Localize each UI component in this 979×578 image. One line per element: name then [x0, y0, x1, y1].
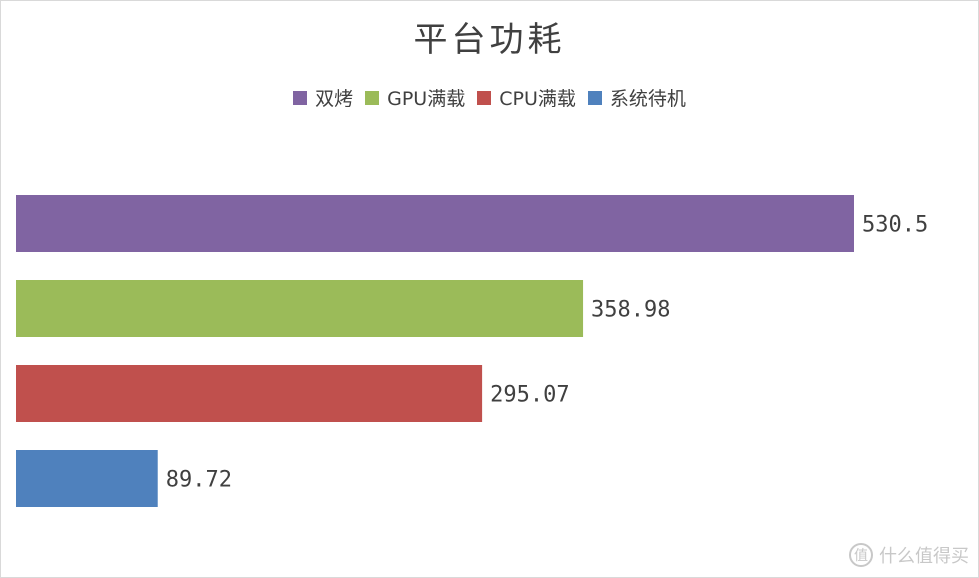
- legend-swatch: [477, 90, 492, 105]
- bar-value-label: 530.5: [862, 213, 928, 238]
- bar: [16, 450, 158, 507]
- watermark: 值 什么值得买: [849, 542, 969, 568]
- bar: [16, 195, 854, 252]
- bar-value-label: 295.07: [490, 383, 569, 408]
- legend-item: 系统待机: [587, 84, 686, 111]
- legend-label: GPU满载: [387, 88, 466, 110]
- bar-value-label: 358.98: [591, 298, 670, 323]
- legend-label: CPU满载: [499, 88, 576, 110]
- chart-legend: 双烤 GPU满载 CPU满载 系统待机: [0, 84, 979, 111]
- bar-value-label: 89.72: [166, 468, 232, 493]
- legend-swatch: [365, 90, 380, 105]
- legend-item: CPU满载: [477, 84, 576, 111]
- bar: [16, 280, 584, 337]
- legend-item: GPU满载: [365, 84, 465, 111]
- watermark-text: 什么值得买: [879, 546, 969, 567]
- legend-swatch: [587, 90, 602, 105]
- legend-label: 系统待机: [609, 88, 686, 110]
- watermark-logo-icon: 值: [849, 543, 873, 567]
- legend-label: 双烤: [315, 88, 354, 110]
- legend-swatch: [293, 90, 308, 105]
- bar: [16, 365, 483, 422]
- legend-item: 双烤: [293, 84, 353, 111]
- chart-title: 平台功耗: [413, 20, 566, 60]
